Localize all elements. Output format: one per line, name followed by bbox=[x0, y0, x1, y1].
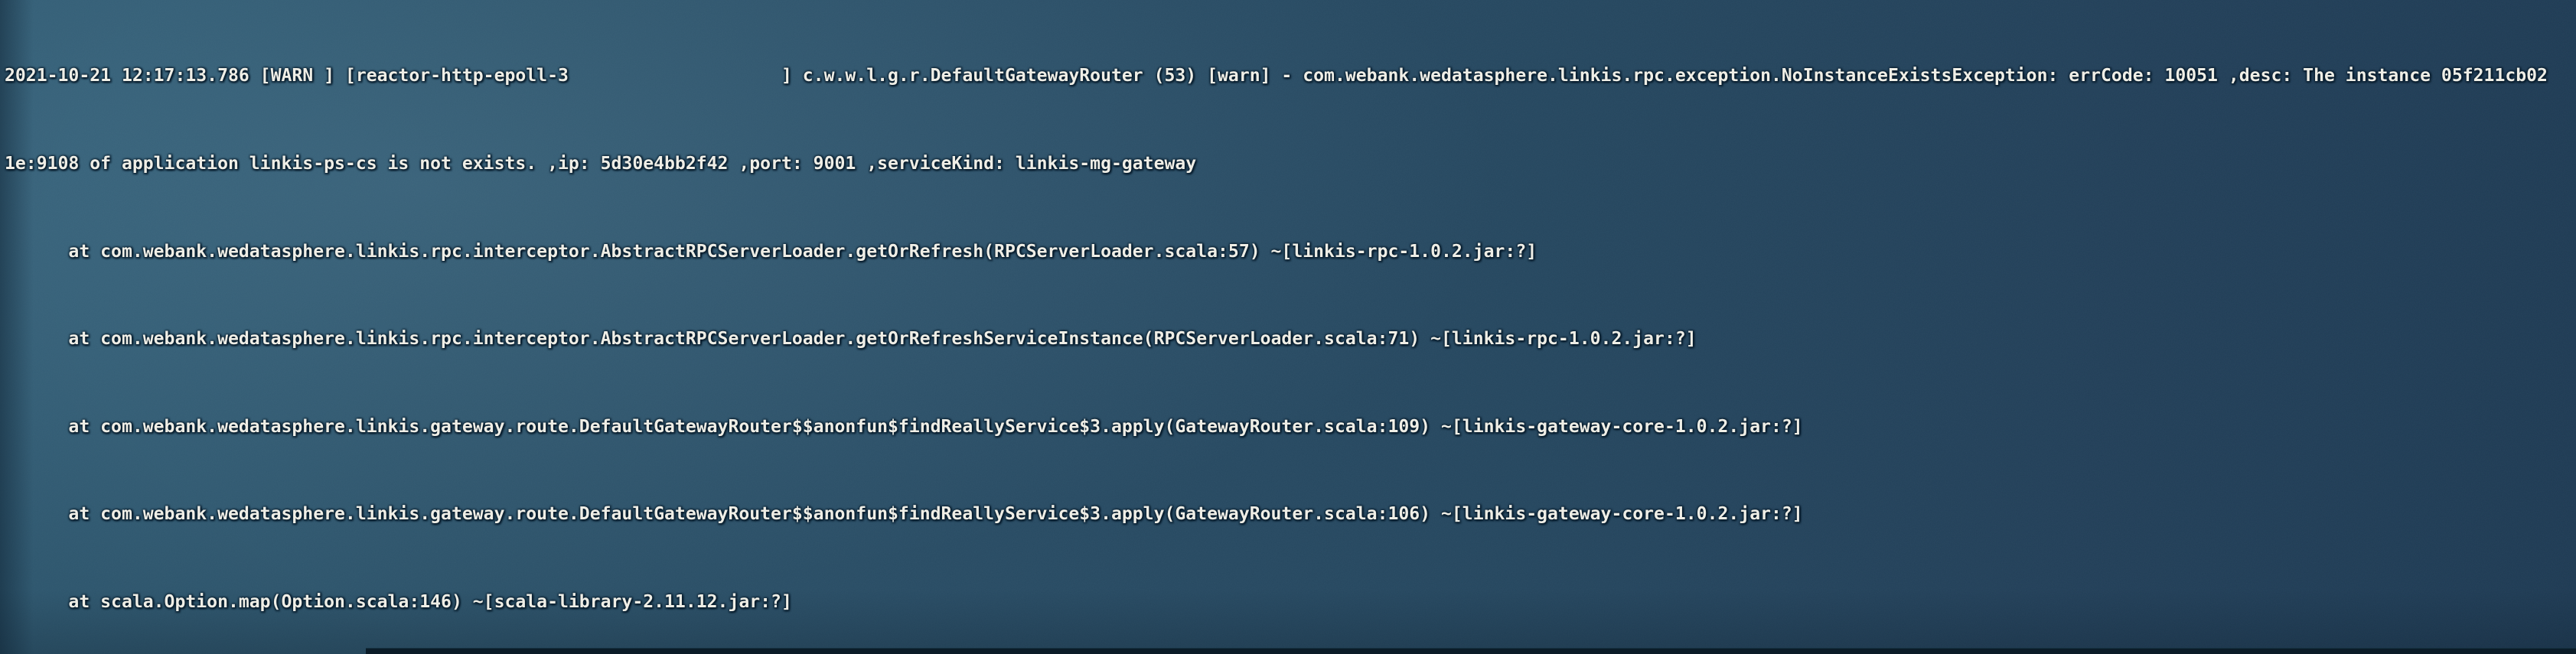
log-line-header-wrap: 1e:9108 of application linkis-ps-cs is n… bbox=[5, 154, 1197, 174]
log-line-header: 2021-10-21 12:17:13.786 [WARN ] [reactor… bbox=[5, 66, 2548, 86]
stack-frame: at com.webank.wedatasphere.linkis.gatewa… bbox=[5, 504, 1803, 525]
stack-frame: at com.webank.wedatasphere.linkis.rpc.in… bbox=[5, 241, 1537, 262]
stack-frame: at com.webank.wedatasphere.linkis.rpc.in… bbox=[5, 329, 1697, 350]
stack-frame: at scala.Option.map(Option.scala:146) ~[… bbox=[5, 591, 792, 612]
stack-frame: at com.webank.wedatasphere.linkis.gatewa… bbox=[5, 416, 1803, 437]
background-window-edge bbox=[366, 648, 2576, 654]
